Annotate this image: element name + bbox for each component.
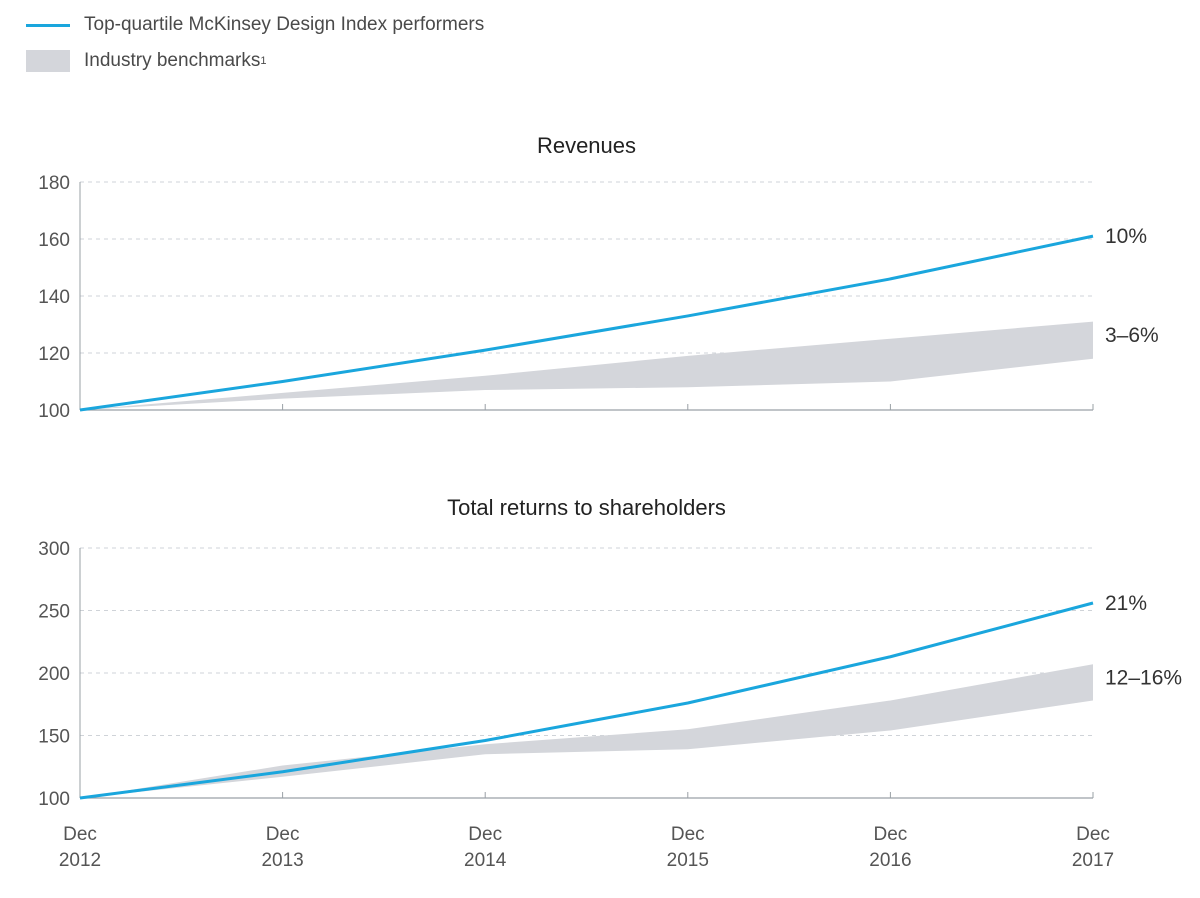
revenues-chart-title: Revenues [537,133,636,158]
legend-line-swatch [26,23,70,27]
revenues-y-tick-label: 120 [38,344,70,365]
x-tick-label-month: Dec [468,824,502,845]
revenues-top-quartile-line [79,234,1094,412]
x-tick-label-year: 2015 [667,850,709,871]
tsr-y-tick-label: 300 [38,539,70,560]
x-tick-label-year: 2012 [59,850,101,871]
x-tick-label-year: 2014 [464,850,507,871]
x-tick-label-month: Dec [874,824,908,845]
legend-footnote-marker: 1 [260,55,267,67]
legend-label-benchmarks: Industry benchmarks [84,50,261,71]
legend: Top-quartile McKinsey Design Index perfo… [26,10,484,82]
tsr-chart-title: Total returns to shareholders [447,495,726,520]
x-tick-label-year: 2013 [261,850,303,871]
revenues-y-tick-label: 140 [38,287,70,308]
revenues-y-tick-label: 180 [38,173,70,194]
revenues-band-end-label: 3–6% [1105,324,1159,347]
revenues-benchmark-band [80,321,1093,410]
legend-item-top-quartile: Top-quartile McKinsey Design Index perfo… [26,10,484,40]
legend-band-swatch [26,50,70,72]
x-tick-label-year: 2017 [1072,850,1114,871]
revenues-y-tick-label: 100 [38,401,70,422]
tsr-y-tick-label: 100 [38,789,70,810]
tsr-y-tick-label: 200 [38,664,70,685]
x-tick-label-month: Dec [671,824,705,845]
tsr-band-end-label: 12–16% [1105,666,1182,689]
x-tick-label-month: Dec [266,824,300,845]
tsr-line-end-label: 21% [1105,592,1147,615]
revenues-y-tick-label: 160 [38,230,70,251]
x-tick-label-year: 2016 [869,850,911,871]
legend-item-benchmarks: Industry benchmarks 1 [26,46,484,76]
x-tick-label-month: Dec [63,824,97,845]
tsr-top-quartile-line [79,601,1094,800]
tsr-y-tick-label: 250 [38,602,70,623]
tsr-y-tick-label: 150 [38,727,70,748]
legend-label-top-quartile: Top-quartile McKinsey Design Index perfo… [84,14,485,35]
x-tick-label-month: Dec [1076,824,1110,845]
revenues-line-end-label: 10% [1105,225,1147,248]
